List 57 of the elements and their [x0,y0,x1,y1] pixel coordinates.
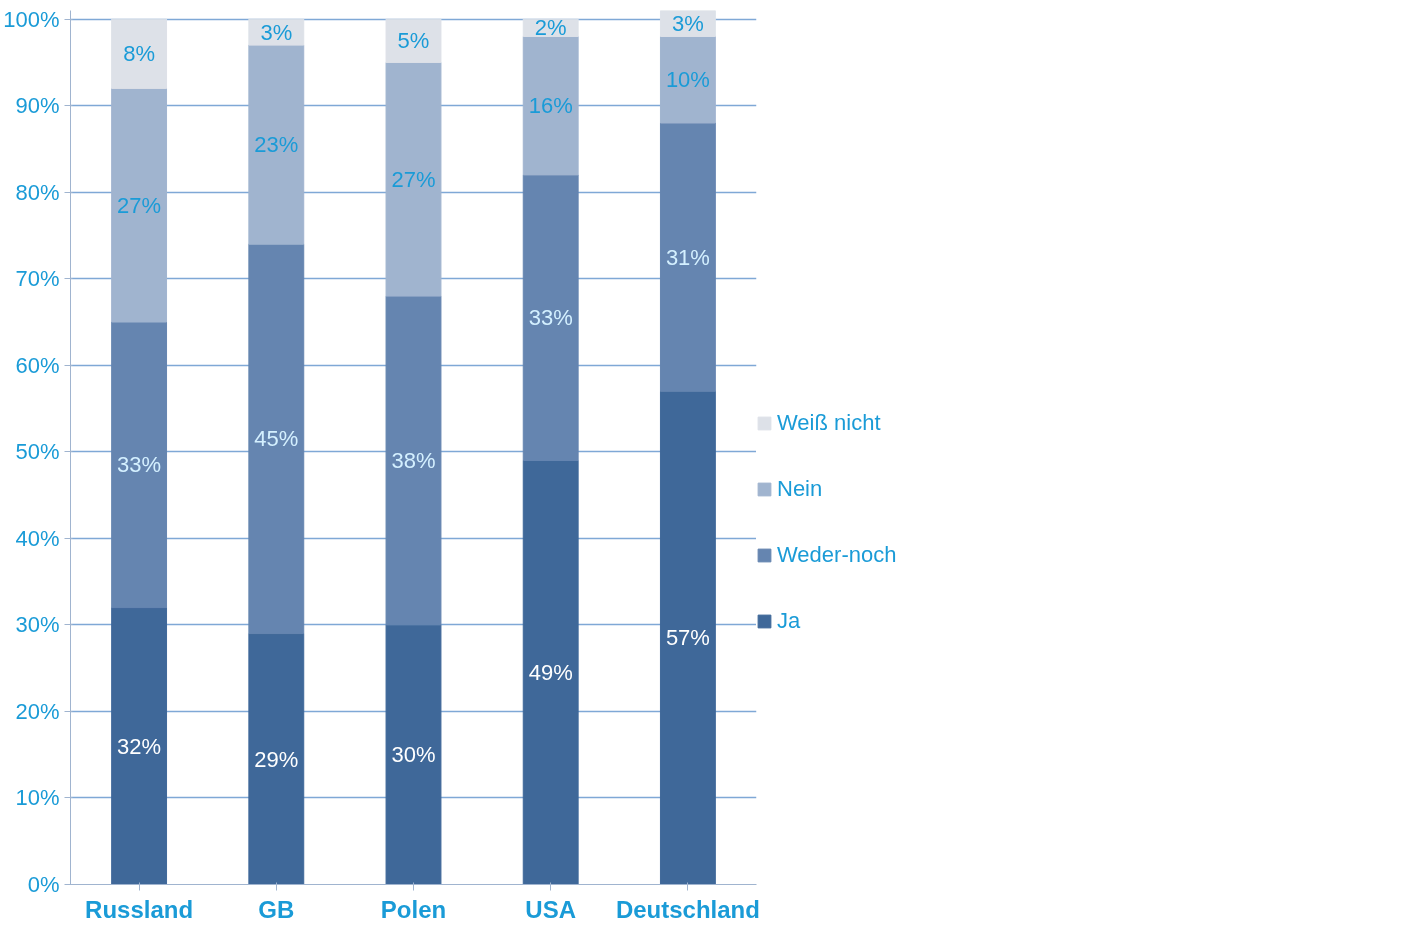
bar [385,295,442,626]
y-tick-label: 30% [15,612,60,638]
y-tick-label: 50% [15,439,60,465]
data-label: 3% [672,10,704,36]
x-tick-label: Polen [380,895,447,923]
y-tick-label: 40% [15,525,60,551]
data-label: 29% [254,746,299,772]
data-label: 5% [397,28,430,54]
bar [385,18,442,63]
data-label: 16% [528,93,573,119]
data-label: 8% [123,41,155,67]
data-label: 38% [391,447,436,473]
data-label: 31% [665,244,710,270]
x-tick-label: GB [258,895,295,923]
bar [111,607,168,885]
bar [522,174,579,461]
legend-label: Weiß nicht [777,410,881,436]
y-tick-label: 100% [3,6,60,32]
bar [248,633,305,885]
y-tick-label: 0% [27,872,60,897]
bar [111,321,168,609]
y-tick-label: 60% [15,352,60,378]
y-tick-label: 70% [15,266,60,292]
bar [111,18,168,89]
y-tick-label: 20% [15,698,60,724]
y-tick-label: 80% [15,179,60,205]
data-label: 10% [665,67,710,93]
y-tick-label: 10% [15,785,60,811]
x-tick-label: Russland [85,895,194,923]
bar [111,87,168,323]
data-label: 27% [391,166,436,192]
bar [522,35,579,176]
y-tick-label: 90% [15,93,60,119]
legend-label: Nein [777,476,823,502]
data-label: 27% [117,192,162,218]
data-label: 33% [528,305,573,331]
data-label: 32% [117,733,162,759]
data-label: 30% [391,742,436,768]
bar [659,35,716,124]
x-tick-label: Deutschland [615,895,760,923]
bar [248,44,305,245]
legend-label: Ja [777,608,801,634]
bar [659,122,716,392]
legend-label: Weder-noch [777,542,897,568]
data-label: 33% [117,452,162,478]
data-label: 49% [528,659,573,685]
bar [522,459,579,885]
bar [385,624,442,885]
bar [385,61,442,297]
data-label: 3% [260,19,293,45]
bar [659,390,716,885]
data-label: 23% [254,132,299,158]
x-tick-label: USA [525,895,577,923]
data-label: 57% [665,625,710,651]
bar [248,243,305,635]
data-label: 45% [254,426,299,452]
data-label: 2% [534,15,567,41]
